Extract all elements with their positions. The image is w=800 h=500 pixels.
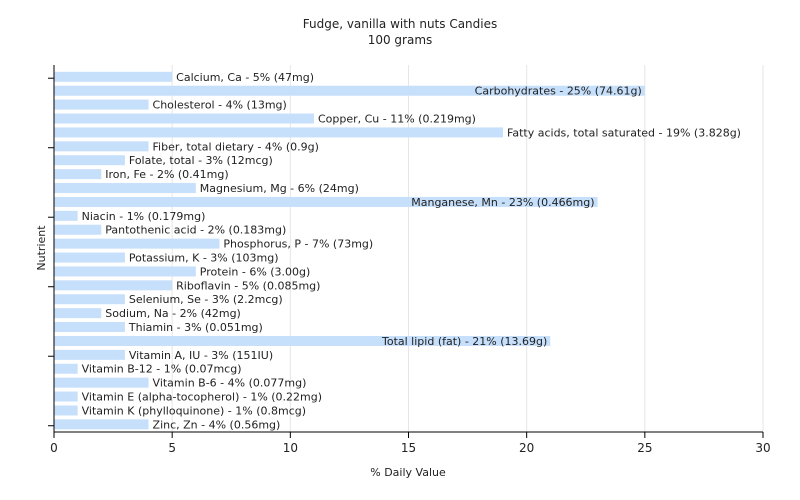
bar bbox=[54, 322, 125, 333]
x-tick-label: 15 bbox=[401, 441, 416, 455]
bar-label: Fatty acids, total saturated - 19% (3.82… bbox=[507, 126, 741, 139]
bar bbox=[54, 71, 173, 82]
bar-label: Sodium, Na - 2% (42mg) bbox=[105, 307, 241, 320]
bar-label: Fiber, total dietary - 4% (0.9g) bbox=[153, 140, 319, 153]
bar bbox=[54, 349, 125, 360]
bar-label: Riboflavin - 5% (0.085mg) bbox=[176, 279, 320, 292]
x-axis-label: % Daily Value bbox=[370, 466, 446, 479]
bar bbox=[54, 238, 220, 249]
bar-label: Carbohydrates - 25% (74.61g) bbox=[475, 85, 642, 98]
bar-label: Vitamin K (phylloquinone) - 1% (0.8mcg) bbox=[82, 404, 306, 417]
bar-label: Thiamin - 3% (0.051mg) bbox=[128, 321, 263, 334]
bar-label: Phosphorus, P - 7% (73mg) bbox=[223, 238, 373, 251]
y-axis-label: Nutrient bbox=[35, 225, 48, 271]
bar-label: Protein - 6% (3.00g) bbox=[200, 265, 311, 278]
bar-label: Pantothenic acid - 2% (0.183mg) bbox=[105, 224, 286, 237]
bar-label: Vitamin E (alpha-tocopherol) - 1% (0.22m… bbox=[82, 391, 322, 404]
bar bbox=[54, 210, 78, 221]
bar-label: Zinc, Zn - 4% (0.56mg) bbox=[153, 418, 281, 431]
bar bbox=[54, 419, 149, 430]
axes: 0 5 10 15 20 25 30 bbox=[48, 65, 771, 455]
bar-label: Vitamin B-6 - 4% (0.077mg) bbox=[153, 377, 307, 390]
x-tick-label: 20 bbox=[519, 441, 534, 455]
bar bbox=[54, 377, 149, 388]
bar-label: Potassium, K - 3% (103mg) bbox=[129, 252, 279, 265]
x-tick-label: 5 bbox=[168, 441, 176, 455]
chart-title: Fudge, vanilla with nuts Candies bbox=[303, 17, 498, 31]
bar-label: Manganese, Mn - 23% (0.466mg) bbox=[411, 196, 594, 209]
bar bbox=[54, 252, 125, 263]
bar-label: Vitamin B-12 - 1% (0.07mcg) bbox=[82, 363, 242, 376]
bar bbox=[54, 335, 551, 346]
bars: Calcium, Ca - 5% (47mg) Carbohydrates - 2… bbox=[54, 71, 741, 431]
bar bbox=[54, 141, 149, 152]
bar bbox=[54, 155, 125, 166]
bar-label: Cholesterol - 4% (13mg) bbox=[153, 99, 287, 112]
bar-label: Magnesium, Mg - 6% (24mg) bbox=[200, 182, 359, 195]
bar bbox=[54, 183, 196, 194]
bar bbox=[54, 391, 78, 402]
chart-subtitle: 100 grams bbox=[368, 33, 433, 47]
bar bbox=[54, 99, 149, 110]
bar-label: Niacin - 1% (0.179mg) bbox=[82, 210, 206, 223]
bar bbox=[54, 363, 78, 374]
bar-label: Calcium, Ca - 5% (47mg) bbox=[176, 71, 314, 84]
bar bbox=[54, 405, 78, 416]
bar bbox=[54, 308, 102, 319]
grid bbox=[171, 65, 764, 432]
bar bbox=[54, 280, 173, 291]
bar-label: Iron, Fe - 2% (0.41mg) bbox=[105, 168, 228, 181]
bar bbox=[54, 127, 504, 138]
bar bbox=[54, 113, 314, 124]
x-tick-label: 30 bbox=[755, 441, 770, 455]
x-tick-label: 25 bbox=[637, 441, 652, 455]
x-tick-label: 10 bbox=[283, 441, 298, 455]
bar bbox=[54, 196, 598, 207]
bar bbox=[54, 224, 102, 235]
bar bbox=[54, 169, 102, 180]
bar-label: Folate, total - 3% (12mcg) bbox=[129, 154, 273, 167]
bar bbox=[54, 266, 196, 277]
bar-label: Total lipid (fat) - 21% (13.69g) bbox=[381, 335, 547, 348]
bar bbox=[54, 294, 125, 305]
bar bbox=[54, 85, 645, 96]
bar-label: Vitamin A, IU - 3% (151IU) bbox=[129, 349, 273, 362]
bar-label: Selenium, Se - 3% (2.2mcg) bbox=[129, 293, 283, 306]
bar-label: Copper, Cu - 11% (0.219mg) bbox=[318, 113, 476, 126]
x-tick-label: 0 bbox=[50, 441, 58, 455]
